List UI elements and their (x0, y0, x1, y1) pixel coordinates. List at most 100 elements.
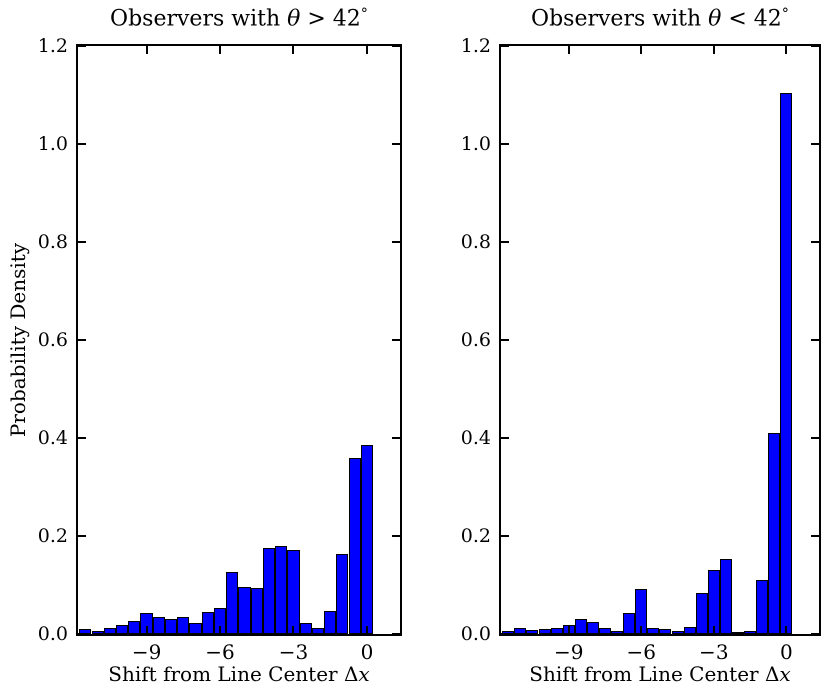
y-tick-mark (392, 437, 400, 439)
histogram-bar (324, 611, 337, 634)
x-tick-label: −9 (131, 640, 162, 664)
histogram-bar (336, 553, 349, 634)
x-tick-mark (145, 46, 148, 54)
x-tick-mark (640, 626, 643, 634)
x-variable: x (358, 662, 370, 686)
histogram-bar (611, 631, 624, 634)
y-tick-mark (501, 143, 509, 145)
histogram-bar (659, 628, 672, 634)
x-tick-label: 0 (360, 640, 374, 664)
degree-symbol: ° (781, 6, 789, 22)
y-tick-mark (392, 535, 400, 537)
y-tick-mark (392, 241, 400, 243)
y-tick-mark (501, 45, 509, 47)
y-tick-mark (78, 633, 86, 635)
x-tick-mark (292, 46, 295, 54)
y-tick-label: 1.0 (460, 133, 491, 155)
x-tick-mark (785, 46, 788, 54)
histogram-bar (91, 630, 104, 634)
y-tick-mark (811, 45, 819, 47)
histogram-bar (226, 571, 239, 634)
histogram-bar (128, 620, 141, 634)
y-tick-mark (78, 437, 86, 439)
y-tick-label: 0.8 (37, 231, 68, 253)
theta-symbol: θ (708, 6, 722, 32)
y-tick-label: 0.2 (460, 525, 491, 547)
y-tick-mark (78, 535, 86, 537)
histogram-bar (238, 586, 251, 634)
x-tick-mark (567, 46, 570, 54)
y-tick-mark (501, 633, 509, 635)
histogram-bar (598, 628, 611, 634)
y-tick-mark (392, 45, 400, 47)
y-tick-label: 1.2 (37, 35, 68, 57)
y-tick-mark (811, 437, 819, 439)
degree-symbol: ° (360, 6, 368, 22)
right-plot-area: −9 −6 −3 0 0.0 0.2 0.4 0.6 0.8 1.0 1.2 (461, 37, 821, 662)
y-tick-mark (392, 143, 400, 145)
x-tick-mark (219, 626, 222, 634)
y-tick-label: 0.0 (37, 623, 68, 645)
y-tick-label: 0.6 (37, 329, 68, 351)
histogram-bar (348, 457, 361, 634)
y-tick-mark (392, 633, 400, 635)
y-tick-mark (501, 241, 509, 243)
histogram-bar (695, 592, 708, 634)
y-tick-mark (392, 339, 400, 341)
x-tick-mark (365, 626, 368, 634)
x-tick-mark (145, 626, 148, 634)
histogram-bar (647, 627, 660, 634)
x-tick-label: −6 (626, 640, 656, 664)
right-plot-title: Observers with θ < 42° (499, 6, 821, 33)
x-tick-mark (365, 46, 368, 54)
y-tick-mark (78, 339, 86, 341)
histogram-bar (250, 587, 263, 634)
x-tick-mark (712, 46, 715, 54)
x-tick-mark (712, 626, 715, 634)
x-tick-label: −9 (553, 640, 584, 664)
theta-symbol: θ (287, 6, 301, 32)
histogram-bar (574, 619, 587, 634)
y-tick-mark (501, 535, 509, 537)
y-tick-mark (811, 633, 819, 635)
y-tick-mark (811, 143, 819, 145)
title-text: Observers with (110, 6, 288, 32)
histogram-bar (623, 612, 636, 634)
histogram-bar (262, 548, 276, 634)
x-tick-label: −3 (699, 640, 729, 664)
x-tick-label: −6 (205, 640, 235, 664)
y-tick-label: 0.4 (37, 427, 68, 449)
x-tick-label: −3 (278, 640, 309, 664)
histogram-bar (177, 617, 190, 634)
y-tick-label: 0.8 (460, 231, 491, 253)
histogram-bar (152, 616, 165, 634)
x-tick-mark (785, 626, 788, 634)
x-tick-label: 0 (779, 640, 793, 664)
title-text: < 42 (721, 6, 782, 32)
histogram-bar (116, 624, 129, 634)
x-tick-mark (219, 46, 222, 54)
xlabel-text: Shift from Line Center (529, 662, 765, 686)
delta-symbol: Δ (343, 662, 359, 686)
histogram-bar (768, 433, 781, 634)
histogram-bar (780, 93, 793, 634)
histogram-bar (526, 629, 539, 634)
histogram-bar (719, 559, 732, 634)
left-x-axis-label: Shift from Line Center Δx (76, 662, 402, 686)
histogram-bar (189, 623, 202, 634)
histogram-bar (164, 619, 178, 634)
title-text: Observers with (531, 6, 709, 32)
y-tick-label: 0.6 (460, 329, 491, 351)
right-x-axis-label: Shift from Line Center Δx (499, 662, 821, 686)
histogram-bar (731, 632, 744, 634)
y-tick-mark (811, 535, 819, 537)
title-text: > 42 (300, 6, 361, 32)
histogram-bar (756, 580, 769, 634)
y-tick-mark (78, 45, 86, 47)
y-tick-label: 0.2 (37, 525, 68, 547)
histogram-bar (586, 622, 599, 634)
x-tick-mark (292, 626, 295, 634)
histogram-bar (683, 626, 696, 634)
x-variable: x (779, 662, 791, 686)
histogram-bar (103, 628, 116, 634)
